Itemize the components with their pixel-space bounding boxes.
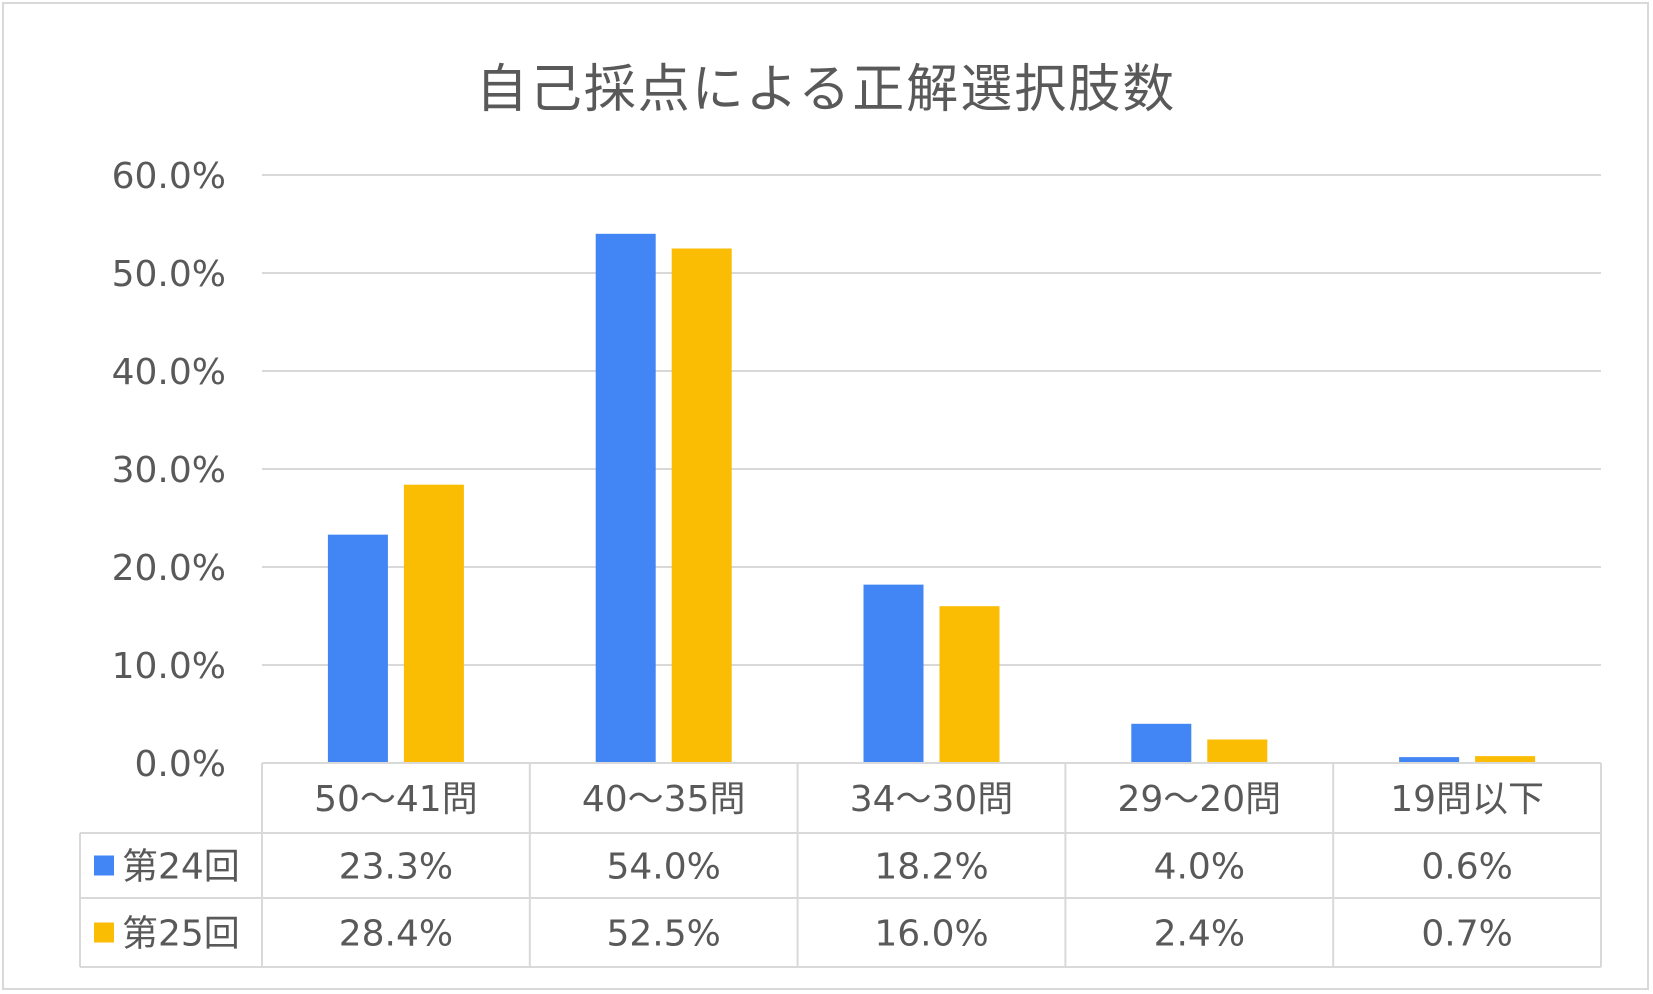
bar-s25-1 <box>671 248 732 763</box>
category-label: 50～41問 <box>314 779 478 820</box>
bar-s24-4 <box>1399 757 1460 763</box>
legend-label: 第25回 <box>122 914 240 955</box>
bar-s25-3 <box>1207 739 1268 763</box>
data-label: 2.4% <box>1154 914 1245 955</box>
data-label: 16.0% <box>874 914 988 955</box>
data-label: 54.0% <box>607 847 721 888</box>
chart-title: 自己採点による正解選択肢数 <box>476 60 1176 120</box>
category-label: 40～35問 <box>582 779 746 820</box>
data-label: 0.7% <box>1421 914 1512 955</box>
bar-s25-0 <box>403 484 464 763</box>
bar-s24-2 <box>863 584 924 763</box>
data-label: 0.6% <box>1421 847 1512 888</box>
data-label: 23.3% <box>339 847 453 888</box>
data-label: 28.4% <box>339 914 453 955</box>
y-tick-label: 30.0% <box>112 450 226 491</box>
data-label: 18.2% <box>874 847 988 888</box>
y-tick-label: 0.0% <box>135 744 226 785</box>
legend-key-s24 <box>94 855 114 876</box>
bar-s25-2 <box>939 606 1000 763</box>
y-tick-label: 10.0% <box>112 646 226 687</box>
y-tick-label: 40.0% <box>112 352 226 393</box>
bar-s25-4 <box>1475 756 1536 763</box>
y-tick-label: 20.0% <box>112 548 226 589</box>
legend-key-s25 <box>94 922 114 943</box>
category-label: 19問以下 <box>1390 779 1544 820</box>
bar-s24-0 <box>327 534 388 763</box>
category-label: 29～20問 <box>1117 779 1281 820</box>
y-tick-label: 50.0% <box>112 254 226 295</box>
y-tick-label: 60.0% <box>112 156 226 197</box>
bar-s24-3 <box>1131 723 1192 763</box>
data-label: 52.5% <box>607 914 721 955</box>
legend-label: 第24回 <box>122 847 240 888</box>
category-label: 34～30問 <box>850 779 1014 820</box>
data-label: 4.0% <box>1154 847 1245 888</box>
bar-s24-1 <box>595 233 656 764</box>
